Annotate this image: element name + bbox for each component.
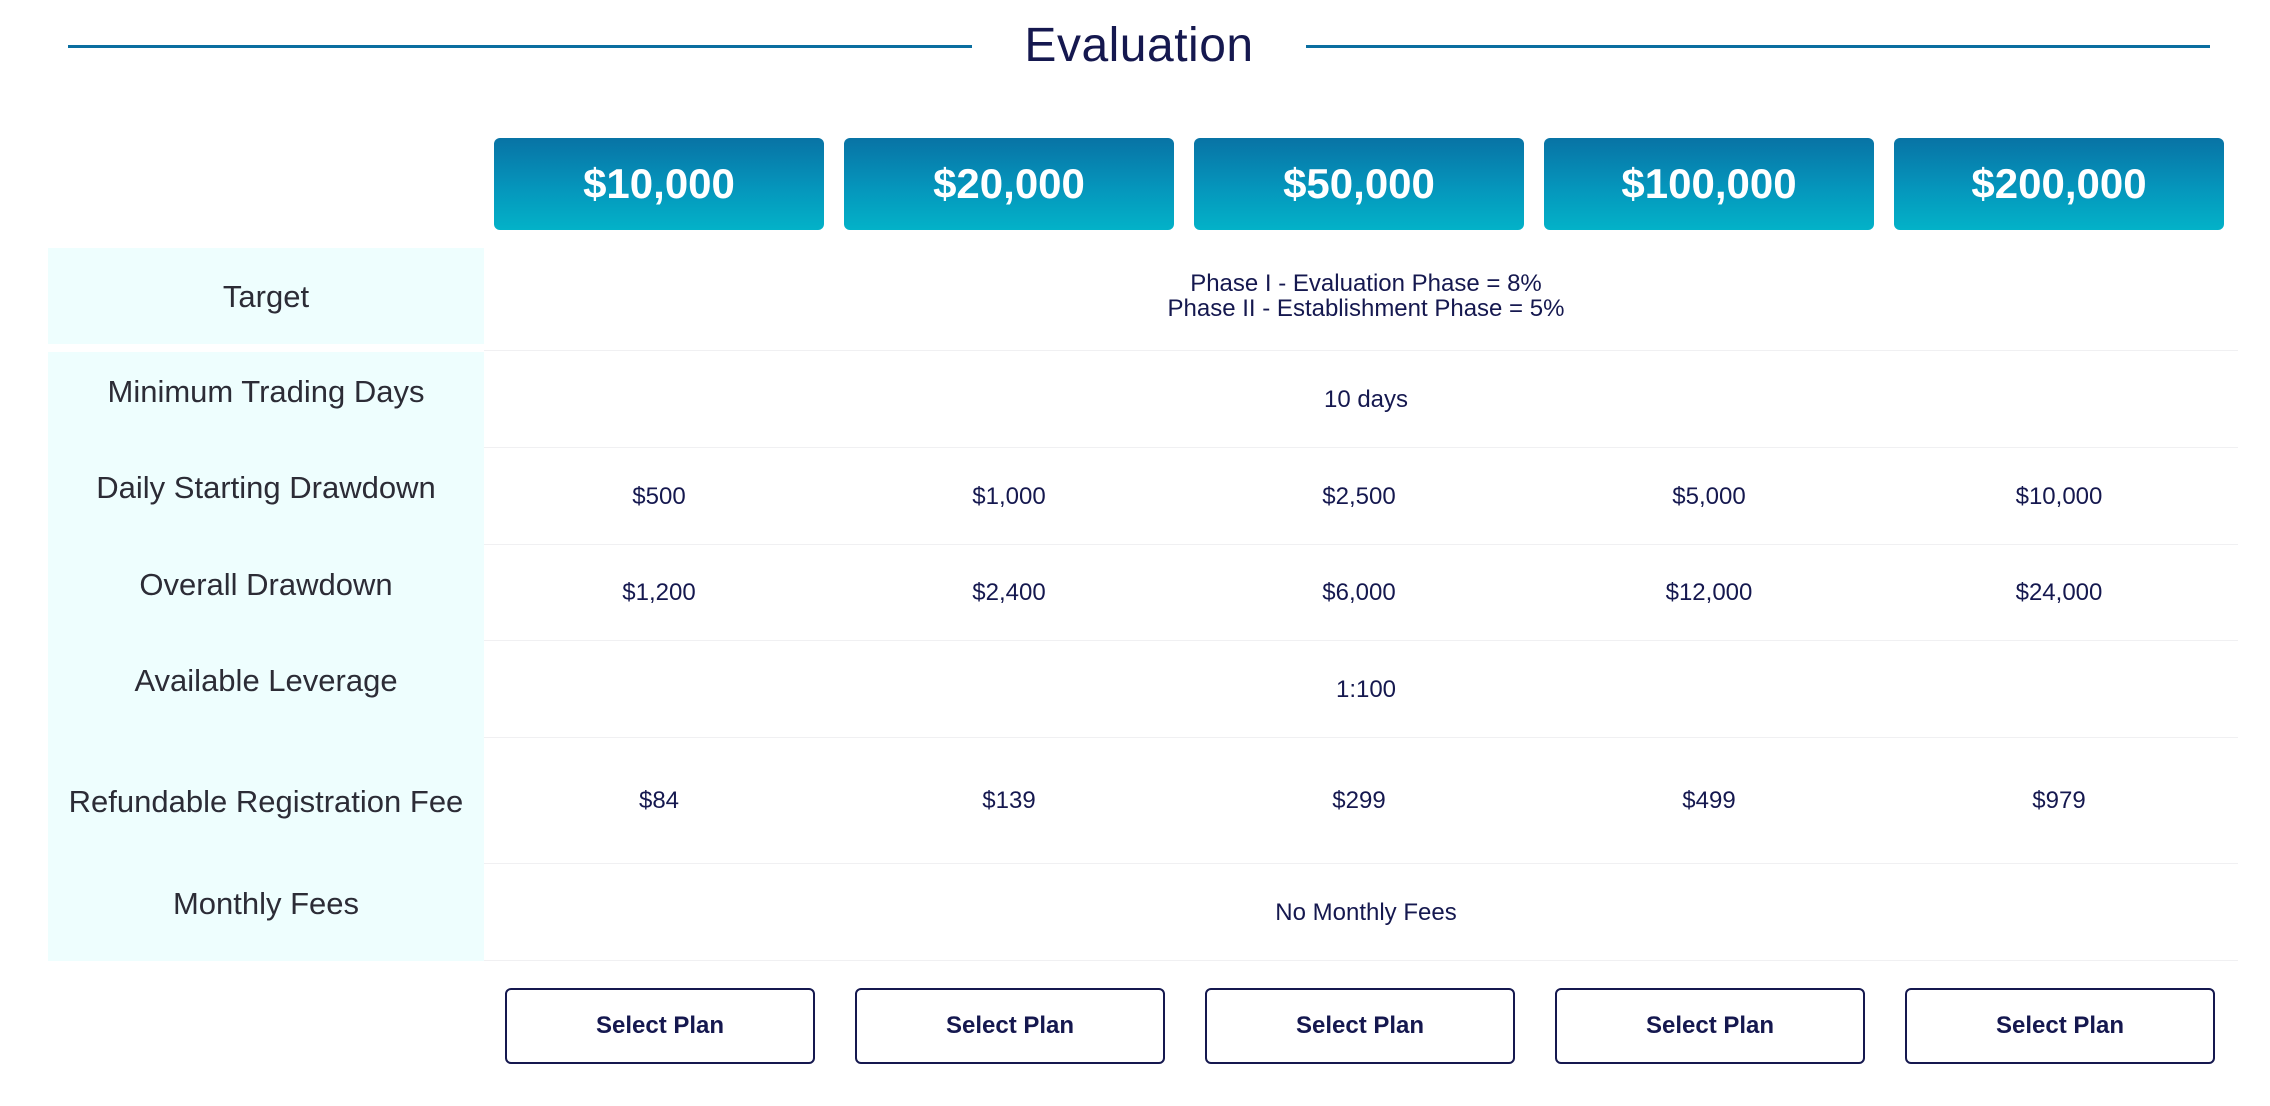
registration-fee-100000: $499 (1682, 787, 1736, 814)
registration-fee-20000: $139 (982, 787, 1036, 814)
plan-tab-100000[interactable]: $100,000 (1544, 138, 1874, 230)
row-label-daily-drawdown: Daily Starting Drawdown (48, 448, 484, 545)
row-label-monthly-fees: Monthly Fees (48, 864, 484, 961)
daily-drawdown-200000: $10,000 (2015, 482, 2103, 510)
row-divider (484, 544, 2238, 545)
row-divider (484, 640, 2238, 641)
target-phase-1: Phase I - Evaluation Phase = 8% (1190, 270, 1542, 297)
header-divider-left (68, 45, 972, 48)
row-available-leverage: Available Leverage 1:100 (48, 641, 2238, 738)
overall-drawdown-20000: $2,400 (972, 579, 1046, 606)
page-title: Evaluation (1024, 19, 1254, 72)
target-phase-2: Phase II - Establishment Phase = 5% (1167, 295, 1565, 322)
daily-drawdown-50000: $2,500 (1322, 482, 1396, 510)
daily-drawdown-10000: $500 (632, 482, 686, 510)
select-plan-button-100000[interactable]: Select Plan (1555, 988, 1865, 1064)
overall-drawdown-200000: $24,000 (2015, 579, 2103, 606)
row-divider (484, 960, 2238, 961)
plan-tab-200000[interactable]: $200,000 (1894, 138, 2224, 230)
overall-drawdown-100000: $12,000 (1665, 579, 1753, 606)
plan-tab-10000[interactable]: $10,000 (494, 138, 824, 230)
daily-drawdown-100000: $5,000 (1672, 482, 1746, 510)
select-plan-button-10000[interactable]: Select Plan (505, 988, 815, 1064)
row-divider (484, 350, 2238, 351)
row-label-registration-fee: Refundable Registration Fee (48, 738, 484, 864)
row-divider (484, 737, 2238, 738)
select-plan-button-200000[interactable]: Select Plan (1905, 988, 2215, 1064)
row-divider (484, 447, 2238, 448)
daily-drawdown-20000: $1,000 (972, 482, 1046, 510)
overall-drawdown-50000: $6,000 (1322, 579, 1396, 606)
select-plan-buttons: Select Plan Select Plan Select Plan Sele… (0, 988, 2270, 1066)
row-label-overall-drawdown: Overall Drawdown (48, 545, 484, 641)
header-divider-right (1306, 45, 2210, 48)
row-overall-drawdown: Overall Drawdown $1,200 $2,400 $6,000 $1… (48, 545, 2238, 641)
monthly-fees-value: No Monthly Fees (1275, 898, 1457, 926)
plan-tab-50000[interactable]: $50,000 (1194, 138, 1524, 230)
row-label-available-leverage: Available Leverage (48, 641, 484, 738)
row-divider (484, 863, 2238, 864)
select-plan-button-50000[interactable]: Select Plan (1205, 988, 1515, 1064)
row-daily-drawdown: Daily Starting Drawdown $500 $1,000 $2,5… (48, 448, 2238, 545)
row-registration-fee: Refundable Registration Fee $84 $139 $29… (48, 738, 2238, 864)
available-leverage-value: 1:100 (1335, 675, 1397, 703)
row-target: Target Phase I - Evaluation Phase = 8% P… (48, 248, 2238, 351)
plan-tab-20000[interactable]: $20,000 (844, 138, 1174, 230)
select-plan-button-20000[interactable]: Select Plan (855, 988, 1165, 1064)
row-label-target: Target (48, 248, 484, 344)
row-min-trading-days: Minimum Trading Days 10 days (48, 352, 2238, 448)
target-value: Phase I - Evaluation Phase = 8% Phase II… (494, 248, 2238, 344)
overall-drawdown-10000: $1,200 (622, 579, 696, 606)
registration-fee-50000: $299 (1332, 787, 1386, 814)
registration-fee-200000: $979 (2032, 787, 2086, 814)
row-monthly-fees: Monthly Fees No Monthly Fees (48, 864, 2238, 961)
row-label-min-trading-days: Minimum Trading Days (48, 352, 484, 448)
registration-fee-10000: $84 (638, 787, 680, 814)
section-header: Evaluation (68, 14, 2210, 78)
min-trading-days-value: 10 days (1323, 386, 1409, 413)
